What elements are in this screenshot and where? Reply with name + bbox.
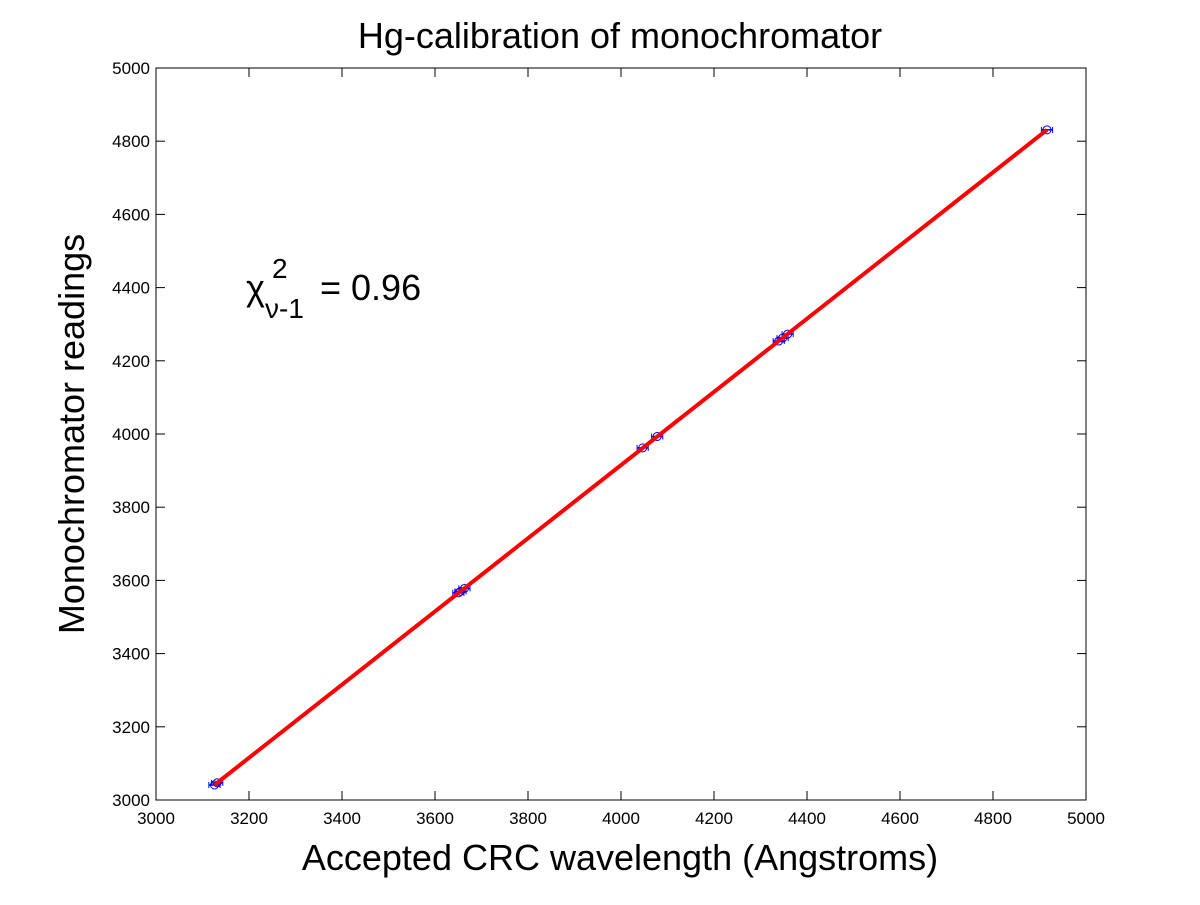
x-tick-label: 3800 xyxy=(509,809,547,828)
x-tick-label: 3600 xyxy=(416,809,454,828)
y-tick-label: 3800 xyxy=(112,498,150,517)
data-point xyxy=(209,780,219,790)
chi-value: = 0.96 xyxy=(320,267,421,308)
chi-subscript: ν-1 xyxy=(265,293,304,324)
y-tick-label: 4000 xyxy=(112,425,150,444)
fit-line xyxy=(213,128,1049,787)
x-tick-label: 3200 xyxy=(230,809,268,828)
x-tick-label: 4400 xyxy=(788,809,826,828)
data-point xyxy=(453,588,463,598)
data-point xyxy=(638,443,648,453)
data-point xyxy=(783,329,793,339)
x-tick-label: 4600 xyxy=(881,809,919,828)
x-tick-label: 3000 xyxy=(137,809,175,828)
data-point xyxy=(652,432,662,442)
data-point xyxy=(212,778,222,788)
plot-area xyxy=(155,67,1087,801)
y-tick-label: 4200 xyxy=(112,352,150,371)
x-tick-label: 4200 xyxy=(695,809,733,828)
x-axis-label: Accepted CRC wavelength (Angstroms) xyxy=(302,837,938,878)
chi-symbol: χ xyxy=(246,267,265,308)
x-tick-label: 4000 xyxy=(602,809,640,828)
chart-title: Hg-calibration of monochromator xyxy=(358,15,882,56)
data-point xyxy=(1042,125,1052,135)
x-tick-label: 3400 xyxy=(323,809,361,828)
chi-superscript: 2 xyxy=(272,253,288,284)
y-axis-label: Monochromator readings xyxy=(51,234,92,634)
y-tick-label: 3200 xyxy=(112,718,150,737)
y-tick-label: 4800 xyxy=(112,132,150,151)
y-tick-label: 4400 xyxy=(112,279,150,298)
x-tick-label: 5000 xyxy=(1067,809,1105,828)
y-tick-label: 3400 xyxy=(112,645,150,664)
y-tick-label: 3000 xyxy=(112,791,150,810)
y-tick-label: 3600 xyxy=(112,571,150,590)
y-tick-label: 4600 xyxy=(112,205,150,224)
chi-square-annotation: χ 2 ν-1 = 0.96 xyxy=(246,253,421,324)
x-tick-label: 4800 xyxy=(974,809,1012,828)
data-point xyxy=(459,583,469,593)
y-tick-label: 5000 xyxy=(112,59,150,78)
